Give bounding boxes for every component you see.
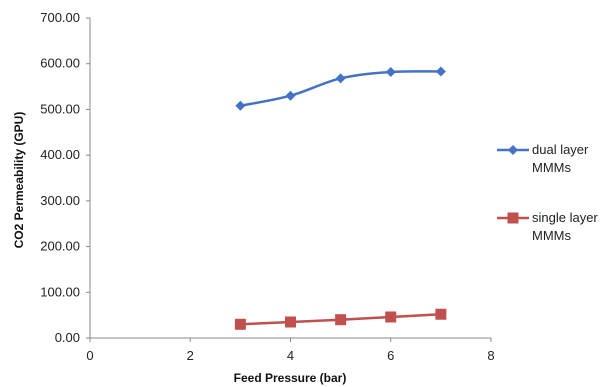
x-tick-labels: 0 2 4 6 8	[86, 338, 495, 363]
data-point	[285, 90, 296, 101]
y-tick-label: 100.00	[40, 284, 80, 299]
data-point	[285, 316, 296, 328]
legend-marker	[508, 145, 518, 155]
y-tick-label: 500.00	[40, 101, 80, 116]
x-tick-label: 4	[287, 348, 294, 363]
y-tick-label: 300.00	[40, 193, 80, 208]
data-point	[435, 308, 447, 320]
y-tick-label: 600.00	[40, 56, 80, 71]
data-point	[235, 100, 246, 111]
x-tick-label: 2	[187, 348, 194, 363]
legend-label: single layer	[532, 210, 598, 225]
legend-entry: dual layer MMMs	[497, 142, 589, 175]
data-point	[385, 311, 397, 323]
y-tick-label: 400.00	[40, 147, 80, 162]
y-tick-labels: 0.00 100.00 200.00 300.00 400.00 500.00 600.00…	[40, 10, 90, 345]
legend-marker	[507, 212, 519, 224]
plot-area	[234, 66, 447, 330]
data-point	[435, 66, 446, 77]
legend: dual layer MMMs single layer MMMs	[497, 142, 598, 243]
data-point	[234, 318, 246, 330]
y-tick-label: 0.00	[55, 330, 80, 345]
series-1	[235, 66, 446, 111]
legend-entry: single layer MMMs	[497, 210, 598, 243]
data-point	[385, 66, 396, 77]
series-2	[234, 308, 447, 330]
legend-label: MMMs	[532, 228, 571, 243]
data-point	[335, 73, 346, 84]
x-tick-label: 6	[387, 348, 394, 363]
x-tick-label: 8	[487, 348, 494, 363]
legend-label: dual layer	[532, 142, 589, 157]
y-tick-label: 700.00	[40, 10, 80, 25]
data-point	[335, 314, 347, 326]
legend-label: MMMs	[532, 160, 571, 175]
y-tick-label: 200.00	[40, 239, 80, 254]
x-tick-label: 0	[86, 348, 93, 363]
y-axis-title: CO2 Permeability (GPU)	[12, 112, 26, 249]
x-axis-title: Feed Pressure (bar)	[234, 371, 347, 385]
axes	[89, 18, 491, 339]
